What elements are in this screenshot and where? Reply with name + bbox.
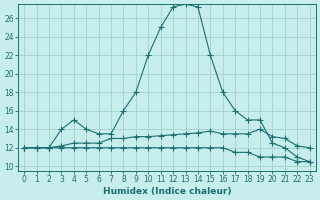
X-axis label: Humidex (Indice chaleur): Humidex (Indice chaleur) xyxy=(103,187,231,196)
